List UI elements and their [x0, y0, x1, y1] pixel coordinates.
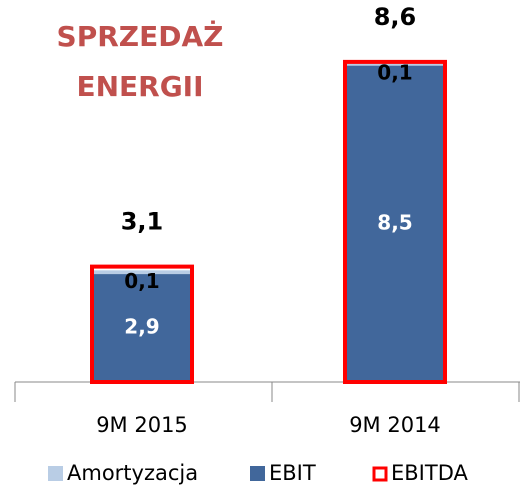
x-tick-label: 9M 2014 [349, 413, 441, 437]
bar-segment [92, 274, 192, 382]
legend-swatch [250, 466, 265, 481]
bar-segment [92, 270, 192, 275]
x-tick-label: 9M 2015 [96, 413, 188, 437]
data-label: 8,5 [377, 210, 412, 234]
chart-title: SPRZEDAŻ ENERGII [56, 20, 224, 103]
legend-swatch [48, 466, 63, 481]
data-label: 0,1 [377, 60, 412, 84]
legend-label: Amortyzacja [67, 461, 198, 485]
legend-swatch [372, 466, 388, 482]
data-label: 0,1 [124, 269, 159, 293]
data-label: 2,9 [124, 315, 159, 339]
data-label: 8,6 [374, 3, 417, 31]
bar-segment [345, 65, 445, 382]
data-label: 3,1 [121, 208, 164, 236]
legend-label: EBITDA [391, 461, 468, 485]
bar-outline [343, 59, 447, 385]
bar-outline [90, 264, 194, 384]
legend-label: EBIT [269, 461, 316, 485]
